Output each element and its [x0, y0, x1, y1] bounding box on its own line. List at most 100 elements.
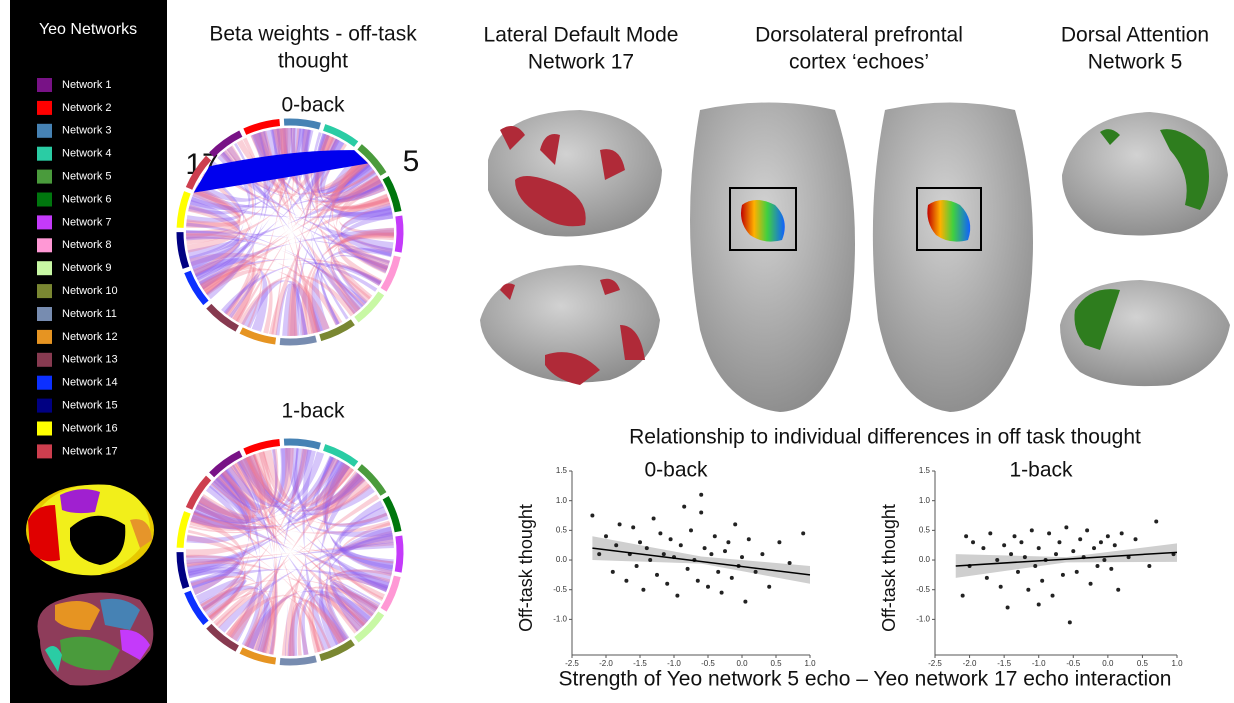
- x-tick-label: 0.0: [1102, 659, 1114, 668]
- point: [624, 579, 628, 583]
- y-tick-label: 0.0: [919, 555, 931, 564]
- point: [1109, 567, 1113, 571]
- point: [696, 579, 700, 583]
- ring-segment: [280, 659, 316, 662]
- point: [1106, 534, 1110, 538]
- point: [1068, 620, 1072, 624]
- point: [699, 511, 703, 515]
- legend-label: Network 9: [62, 262, 112, 274]
- figure-title: Relationship to individual differences i…: [629, 426, 1141, 449]
- x-tick-label: -1.0: [667, 659, 681, 668]
- legend-swatch: [37, 284, 52, 298]
- point: [635, 564, 639, 568]
- point: [747, 537, 751, 541]
- y-axis-label: Off-task thought: [879, 504, 899, 632]
- chart-title: 1-back: [1009, 459, 1073, 482]
- legend-swatch: [37, 422, 52, 436]
- point: [1013, 534, 1017, 538]
- figure: Yeo Networks Beta weights - off-task tho…: [0, 0, 1234, 703]
- point: [743, 600, 747, 604]
- point: [709, 552, 713, 556]
- y-tick-label: 0.5: [919, 525, 931, 534]
- legend-label: Network 15: [62, 400, 118, 412]
- point: [655, 573, 659, 577]
- x-tick-label: 0.0: [736, 659, 748, 668]
- point: [658, 531, 662, 535]
- column-title: Beta weights - off-task: [209, 23, 417, 46]
- legend-swatch: [37, 238, 52, 252]
- column-title: thought: [278, 50, 348, 73]
- point: [1134, 537, 1138, 541]
- point: [1147, 564, 1151, 568]
- point: [597, 552, 601, 556]
- y-tick-label: 0.5: [556, 525, 568, 534]
- legend-swatch: [37, 261, 52, 275]
- chord-diagram: [180, 442, 400, 662]
- point: [964, 534, 968, 538]
- x-tick-label: -2.0: [599, 659, 613, 668]
- x-tick-label: -0.5: [1066, 659, 1080, 668]
- point: [1116, 588, 1120, 592]
- y-tick-label: -0.5: [916, 585, 930, 594]
- point: [1026, 588, 1030, 592]
- legend-label: Network 17: [62, 445, 118, 457]
- point: [1030, 528, 1034, 532]
- point: [1061, 573, 1065, 577]
- point: [723, 549, 727, 553]
- point: [961, 594, 965, 598]
- legend-swatch: [37, 330, 52, 344]
- panel-title: 0-back: [281, 94, 345, 117]
- brain-title: Network 17: [528, 51, 634, 74]
- point: [706, 585, 710, 589]
- x-tick-label: -2.5: [928, 659, 942, 668]
- point: [703, 546, 707, 550]
- legend-swatch: [37, 444, 52, 458]
- point: [1047, 531, 1051, 535]
- legend-label: Network 10: [62, 285, 118, 297]
- point: [1057, 540, 1061, 544]
- legend-label: Network 12: [62, 331, 118, 343]
- ring-segment: [398, 216, 400, 252]
- point: [669, 537, 673, 541]
- point: [1019, 540, 1023, 544]
- point: [1099, 540, 1103, 544]
- point: [733, 522, 737, 526]
- point: [1040, 579, 1044, 583]
- ring-segment: [180, 192, 187, 227]
- legend-swatch: [37, 124, 52, 138]
- x-tick-label: -1.5: [997, 659, 1011, 668]
- x-tick-label: 1.0: [804, 659, 816, 668]
- x-tick-label: 0.5: [770, 659, 782, 668]
- point: [652, 516, 656, 520]
- legend-swatch: [37, 376, 52, 390]
- point: [726, 540, 730, 544]
- point: [981, 546, 985, 550]
- point: [614, 543, 618, 547]
- panel-title: 1-back: [281, 400, 345, 423]
- y-tick-label: -1.0: [553, 614, 567, 623]
- point: [1154, 519, 1158, 523]
- x-tick-label: -1.5: [633, 659, 647, 668]
- y-tick-label: 1.5: [556, 466, 568, 475]
- point: [1071, 549, 1075, 553]
- x-tick-label: -1.0: [1032, 659, 1046, 668]
- point: [713, 534, 717, 538]
- point: [767, 585, 771, 589]
- y-tick-label: 1.0: [919, 496, 931, 505]
- point: [604, 534, 608, 538]
- point: [716, 570, 720, 574]
- legend-label: Network 7: [62, 216, 112, 228]
- ring-segment: [180, 552, 186, 588]
- legend-swatch: [37, 215, 52, 229]
- legend-swatch: [37, 307, 52, 321]
- legend-label: Network 13: [62, 354, 118, 366]
- ring-segment: [284, 442, 320, 446]
- point: [1113, 543, 1117, 547]
- point: [665, 582, 669, 586]
- brain-title: Network 5: [1088, 51, 1183, 74]
- point: [1002, 543, 1006, 547]
- point: [590, 514, 594, 518]
- point: [689, 528, 693, 532]
- x-tick-label: -0.5: [701, 659, 715, 668]
- legend-label: Network 11: [62, 308, 117, 320]
